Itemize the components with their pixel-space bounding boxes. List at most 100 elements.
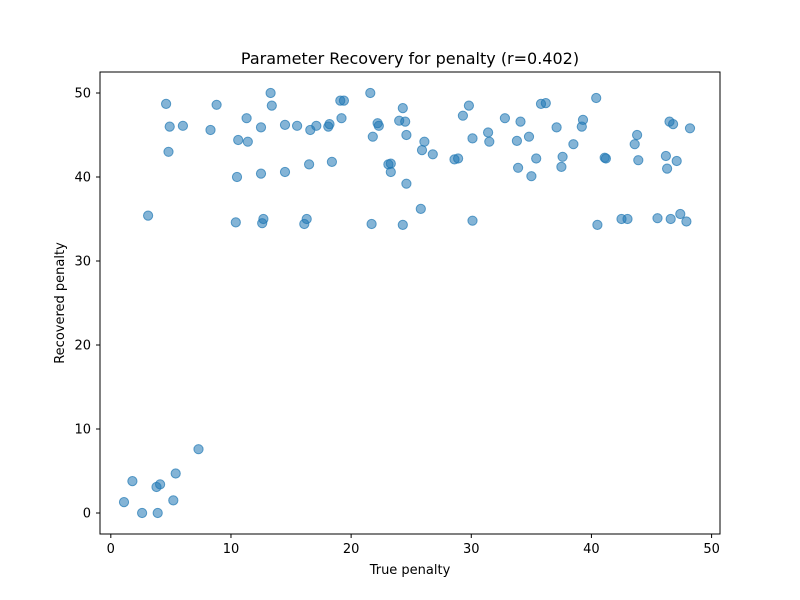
data-point	[279, 166, 291, 178]
data-point	[365, 87, 376, 99]
data-point	[143, 210, 154, 221]
chart-title: Parameter Recovery for penalty (r=0.402)	[241, 49, 579, 68]
x-tick-label: 40	[583, 542, 600, 557]
data-point	[551, 122, 562, 133]
data-point	[557, 151, 568, 162]
data-point	[401, 129, 412, 141]
data-point	[338, 95, 349, 106]
data-point	[467, 133, 478, 144]
data-point	[453, 153, 464, 164]
data-point	[367, 131, 378, 142]
data-point	[336, 113, 347, 124]
data-point	[205, 124, 216, 136]
data-point	[242, 136, 253, 147]
data-point	[592, 219, 603, 230]
data-point	[373, 120, 384, 131]
data-point	[513, 162, 524, 173]
data-point	[556, 161, 567, 172]
data-point	[668, 119, 679, 130]
data-point	[266, 100, 277, 111]
x-tick-label: 0	[107, 542, 115, 557]
data-point	[600, 153, 612, 164]
data-point	[211, 99, 222, 110]
data-point	[467, 215, 478, 226]
data-point	[499, 113, 510, 124]
data-point	[385, 166, 396, 178]
data-point	[155, 479, 166, 490]
data-point	[622, 213, 633, 225]
x-tick-label: 30	[463, 542, 480, 557]
data-point	[152, 507, 163, 519]
data-point	[662, 163, 673, 174]
data-point	[118, 497, 130, 508]
data-point	[457, 110, 468, 121]
data-point	[161, 98, 172, 110]
data-point	[304, 159, 315, 170]
data-point	[629, 139, 640, 150]
data-point	[230, 217, 241, 228]
ticks-layer: 0 10 20 30 40 50 0 10 20 30 40 50	[74, 87, 719, 558]
data-point	[311, 120, 322, 131]
data-point	[419, 136, 430, 147]
data-point	[568, 139, 579, 150]
data-point	[675, 208, 686, 220]
data-point	[416, 145, 428, 156]
data-point	[324, 119, 335, 130]
data-point	[163, 146, 174, 157]
data-point	[127, 476, 138, 487]
y-tick-label: 10	[74, 423, 91, 438]
data-point	[665, 213, 676, 225]
data-point	[684, 123, 696, 134]
data-point	[523, 131, 535, 142]
data-point	[326, 156, 337, 167]
y-tick-label: 20	[74, 339, 91, 354]
data-point	[265, 87, 276, 99]
data-point	[484, 136, 495, 147]
y-tick-label: 50	[74, 87, 91, 102]
data-point	[397, 103, 408, 114]
x-tick-label: 20	[343, 542, 360, 557]
x-tick-label: 50	[703, 542, 720, 557]
data-point	[279, 119, 291, 131]
data-point	[301, 213, 312, 225]
data-point	[397, 219, 408, 230]
data-point	[255, 122, 267, 133]
data-point	[170, 468, 181, 479]
y-tick-label: 40	[74, 171, 91, 186]
data-point	[168, 495, 179, 506]
data-point	[540, 98, 551, 109]
data-point	[233, 134, 244, 146]
data-point	[671, 155, 682, 167]
x-axis-label: True penalty	[369, 563, 451, 578]
data-point	[137, 507, 148, 519]
data-point	[463, 100, 474, 111]
data-point	[258, 213, 269, 225]
data-point	[660, 150, 672, 162]
data-point	[164, 121, 175, 132]
data-point	[427, 149, 438, 160]
data-point	[632, 129, 643, 141]
x-tick-label: 10	[223, 542, 240, 557]
data-point	[292, 120, 303, 131]
data-point	[577, 114, 589, 126]
data-point	[177, 120, 188, 131]
data-point	[591, 92, 602, 104]
data-point	[681, 216, 692, 227]
data-point	[193, 444, 204, 455]
data-point	[633, 155, 644, 166]
y-tick-label: 0	[83, 507, 91, 522]
data-point	[400, 116, 411, 127]
plot-area-frame	[99, 71, 721, 535]
data-point	[241, 113, 252, 124]
data-point	[415, 203, 426, 214]
data-point	[526, 171, 537, 182]
data-point	[652, 213, 663, 224]
data-point	[366, 218, 377, 230]
data-point	[231, 171, 243, 183]
data-point	[385, 158, 396, 169]
data-point	[401, 178, 412, 189]
data-point	[531, 153, 542, 164]
